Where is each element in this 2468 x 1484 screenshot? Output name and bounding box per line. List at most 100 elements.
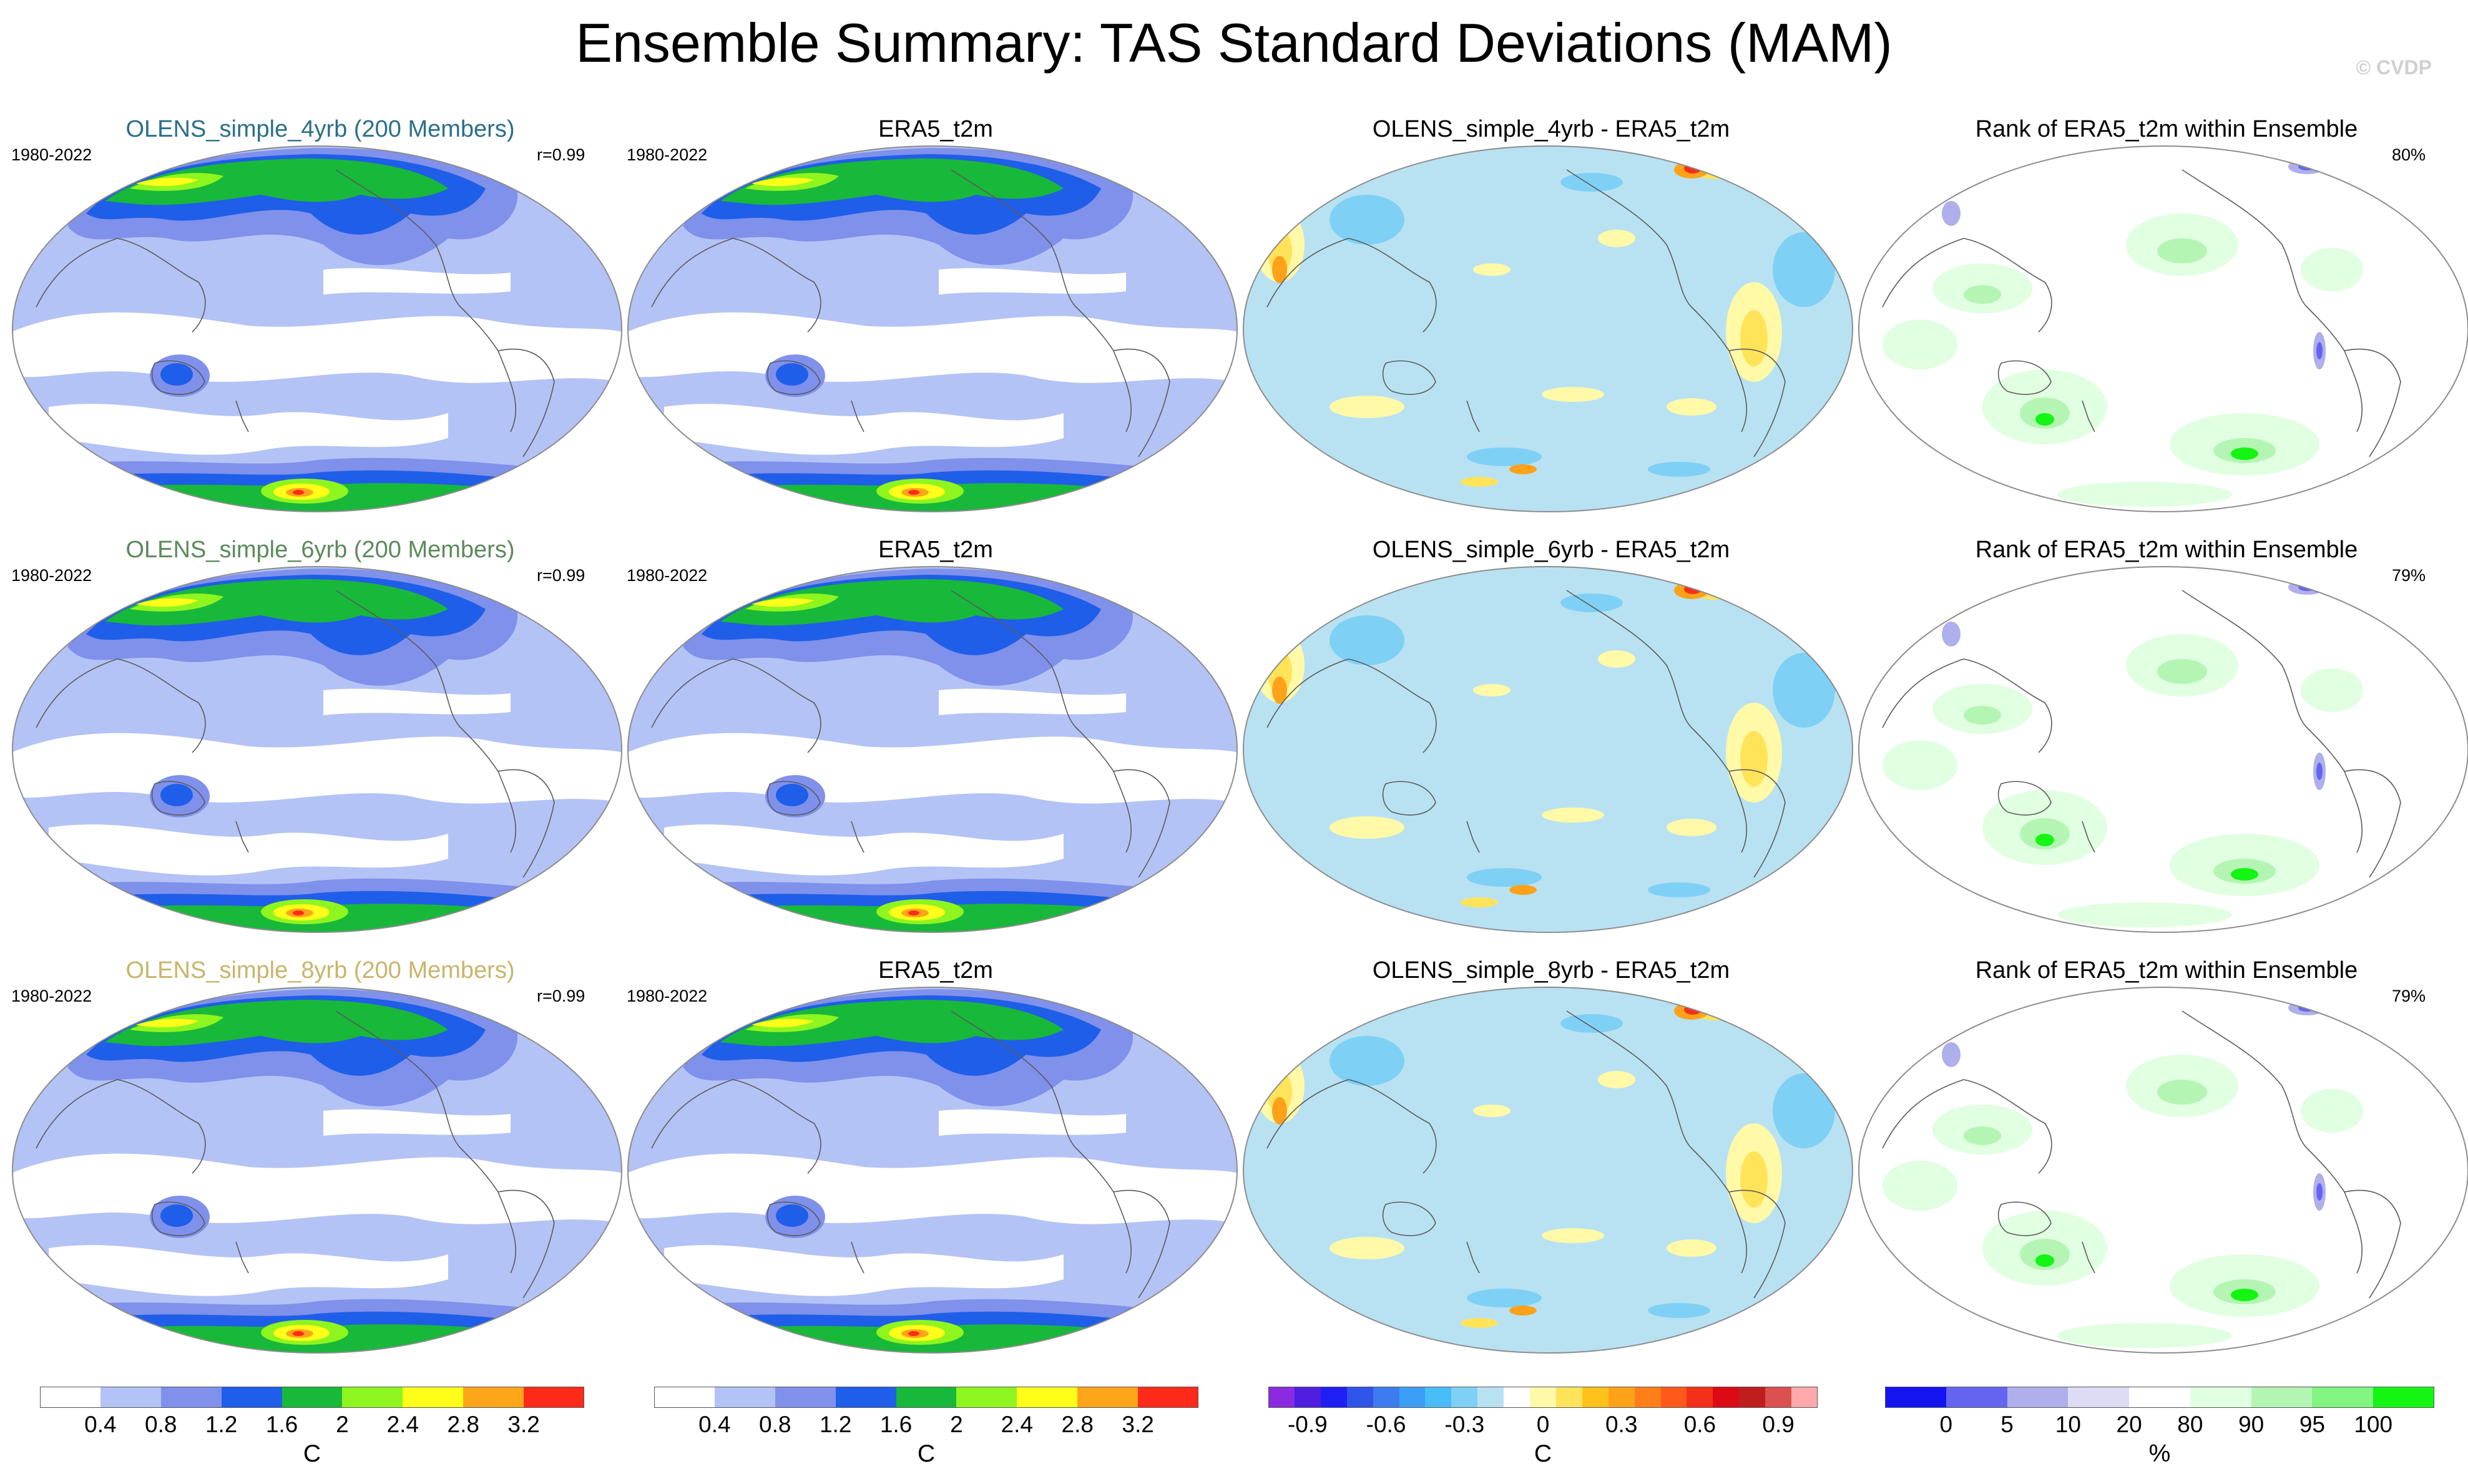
colorbar-swatch <box>1946 1387 2008 1408</box>
map-obs <box>627 987 1238 1354</box>
colorbar-swatch <box>956 1387 1017 1408</box>
figure-title: Ensemble Summary: TAS Standard Deviation… <box>575 12 1893 74</box>
panel-title-diff: OLENS_simple_4yrb - ERA5_t2m <box>1372 116 1730 142</box>
colorbar-swatch <box>40 1387 101 1408</box>
colorbar-tick-label: -0.6 <box>1366 1412 1406 1437</box>
colorbar-tick-label: 1.2 <box>205 1412 238 1437</box>
panel-title-model: OLENS_simple_4yrb (200 Members) <box>125 116 515 142</box>
colorbar-swatch <box>2373 1387 2435 1408</box>
period-label: 1980-2022 <box>11 145 92 164</box>
map-model <box>12 987 622 1354</box>
colorbar-swatch <box>524 1387 585 1408</box>
colorbar-swatch <box>403 1387 464 1408</box>
map-border <box>627 145 1238 512</box>
map-border <box>12 145 622 512</box>
colorbar-tick-label: 0.4 <box>698 1412 731 1437</box>
colorbar-tick-label: 0.4 <box>84 1412 117 1437</box>
colorbar-swatch <box>282 1387 343 1408</box>
map-model <box>12 566 622 933</box>
colorbar-tick-label: 2.4 <box>1001 1412 1034 1437</box>
map-diff <box>1243 987 1853 1354</box>
map-border <box>1858 145 2468 512</box>
colorbar-tick-label: 0.9 <box>1762 1412 1795 1437</box>
colorbar-swatch <box>1504 1387 1530 1408</box>
colorbar-swatch <box>1138 1387 1199 1408</box>
map-border <box>627 566 1238 933</box>
colorbar-tick-label: 2.8 <box>447 1412 479 1437</box>
colorbar-frame <box>654 1387 1198 1408</box>
panel-title-model: OLENS_simple_8yrb (200 Members) <box>125 957 515 984</box>
colorbar-swatch <box>1530 1387 1557 1408</box>
colorbar-swatch <box>896 1387 957 1408</box>
period-label: 1980-2022 <box>627 566 708 585</box>
colorbar-tick-label: 1.6 <box>265 1412 298 1437</box>
map-border <box>12 987 622 1354</box>
map-model <box>12 145 622 512</box>
colorbar-swatch <box>1346 1387 1374 1408</box>
map-diff <box>1243 145 1853 512</box>
colorbar-frame <box>1268 1387 1818 1408</box>
colorbar-tick-label: 2 <box>336 1412 349 1437</box>
colorbar-swatch <box>714 1387 776 1408</box>
colorbar-swatch <box>1373 1387 1399 1408</box>
colorbar-swatch <box>1425 1387 1452 1408</box>
colorbar-swatch <box>1885 1387 1947 1408</box>
colorbar-swatch <box>1687 1387 1713 1408</box>
period-label: 1980-2022 <box>627 145 708 164</box>
panel-title-obs: ERA5_t2m <box>878 116 993 142</box>
colorbar-tick-label: 3.2 <box>1122 1412 1154 1437</box>
colorbar-swatch <box>2312 1387 2374 1408</box>
watermark: © CVDP <box>2356 56 2432 79</box>
period-label: 1980-2022 <box>11 566 92 585</box>
colorbar-swatch <box>1660 1387 1687 1408</box>
colorbar-tick-label: 0 <box>1939 1412 1953 1437</box>
pattern-correlation: r=0.99 <box>537 566 585 585</box>
colorbar-swatch <box>1017 1387 1078 1408</box>
colorbar-tick-label: 95 <box>2299 1412 2326 1437</box>
colorbar-unit: C <box>303 1440 321 1467</box>
map-obs <box>627 145 1238 512</box>
colorbar-swatch <box>1739 1387 1766 1408</box>
rank-percent: 80% <box>2392 145 2426 164</box>
rank-percent: 79% <box>2392 987 2426 1005</box>
period-label: 1980-2022 <box>627 987 708 1005</box>
map-border <box>1243 145 1853 512</box>
colorbar-std-dev: 0.4 0.8 1.2 1.6 2 2.4 2.8 3.2 C <box>40 1387 585 1474</box>
period-label: 1980-2022 <box>11 987 92 1005</box>
colorbar-tick-label: 1.6 <box>879 1412 913 1437</box>
colorbar-difference: -0.9 -0.6 -0.3 0 0.3 0.6 0.9 C <box>1268 1387 1818 1474</box>
pattern-correlation: r=0.99 <box>537 987 585 1005</box>
panel-title-diff: OLENS_simple_8yrb - ERA5_t2m <box>1372 957 1730 984</box>
colorbar-tick-label: 3.2 <box>507 1412 540 1437</box>
panel-title-rank: Rank of ERA5_t2m within Ensemble <box>1975 116 2358 142</box>
colorbar-tick-label: 0 <box>1536 1412 1550 1437</box>
colorbar-unit: % <box>2148 1440 2171 1467</box>
colorbar-swatch <box>654 1387 715 1408</box>
panel-title-diff: OLENS_simple_6yrb - ERA5_t2m <box>1372 537 1730 563</box>
colorbar-swatch <box>775 1387 836 1408</box>
colorbar-swatch <box>1791 1387 1818 1408</box>
colorbar-swatch <box>1582 1387 1609 1408</box>
colorbar-swatch <box>221 1387 283 1408</box>
colorbar-tick-label: -0.9 <box>1287 1412 1328 1437</box>
colorbar-tick-label: 0.8 <box>759 1412 791 1437</box>
colorbar-tick-label: 90 <box>2238 1412 2265 1437</box>
colorbar-tick-label: 0.3 <box>1605 1412 1638 1437</box>
colorbar-frame <box>40 1387 584 1408</box>
colorbar-swatch <box>2251 1387 2313 1408</box>
colorbar-swatch <box>1608 1387 1635 1408</box>
colorbar-swatch <box>1765 1387 1792 1408</box>
colorbar-swatch <box>835 1387 897 1408</box>
colorbar-swatch <box>342 1387 403 1408</box>
colorbar-tick-label: 2.4 <box>386 1412 419 1437</box>
map-obs <box>627 566 1238 933</box>
colorbar-tick-label: 100 <box>2354 1412 2393 1437</box>
colorbar-std-dev-obs: 0.4 0.8 1.2 1.6 2 2.4 2.8 3.2 C <box>654 1387 1199 1474</box>
colorbar-swatch <box>1634 1387 1662 1408</box>
colorbar-swatch <box>1555 1387 1583 1408</box>
panel-title-rank: Rank of ERA5_t2m within Ensemble <box>1975 957 2358 984</box>
map-border <box>12 566 622 933</box>
colorbar-tick-label: 2 <box>950 1412 963 1437</box>
colorbar-swatch <box>2129 1387 2191 1408</box>
colorbar-swatch <box>1451 1387 1478 1408</box>
